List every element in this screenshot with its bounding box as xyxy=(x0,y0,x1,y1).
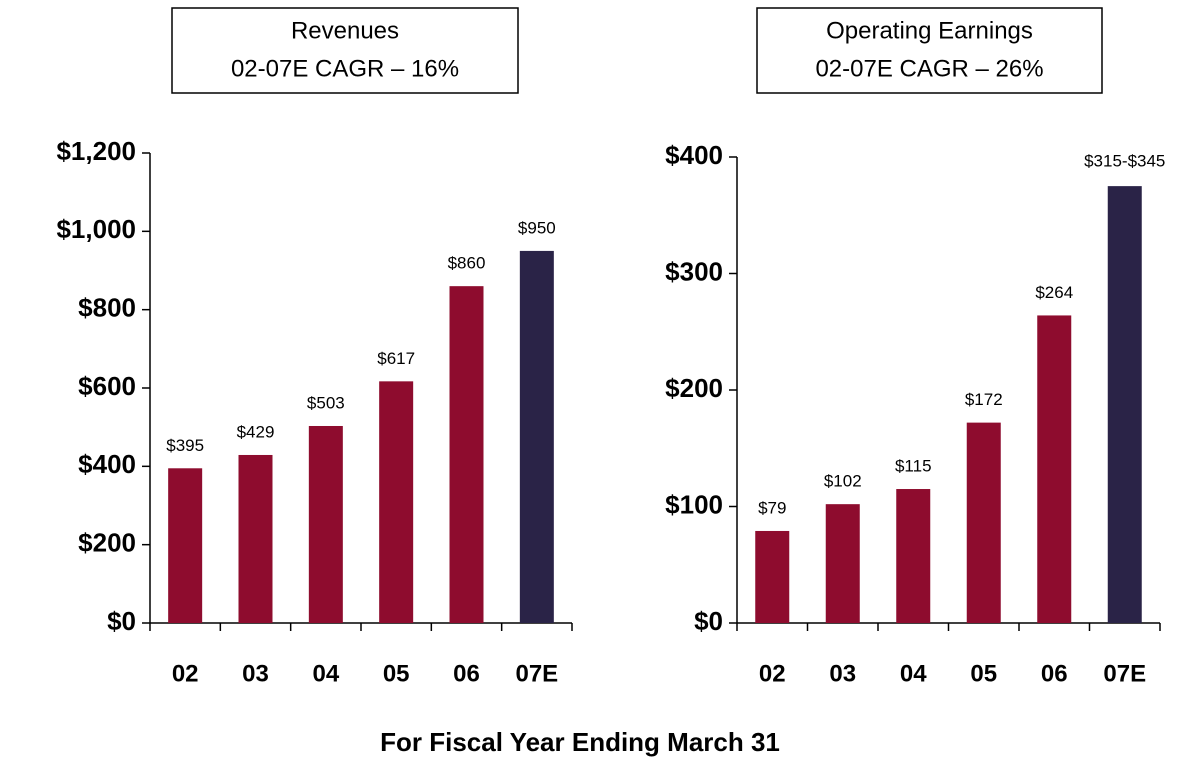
data-label: $264 xyxy=(1035,283,1073,302)
data-label: $617 xyxy=(377,349,415,368)
y-tick-label: $400 xyxy=(78,449,136,479)
bar xyxy=(308,425,343,623)
y-tick-label: $100 xyxy=(665,489,723,519)
title-box xyxy=(756,7,1103,94)
x-tick-label: 03 xyxy=(242,660,269,687)
bar xyxy=(966,422,1001,623)
data-label: $950 xyxy=(518,218,556,237)
y-tick-label: $300 xyxy=(665,256,723,286)
chart-title: Revenues xyxy=(291,17,399,44)
y-tick-label: $600 xyxy=(78,371,136,401)
y-tick-label: $1,200 xyxy=(56,136,136,166)
bar xyxy=(1037,315,1072,623)
x-tick-label: 02 xyxy=(759,660,786,687)
bar xyxy=(896,489,931,623)
chart-title: Operating Earnings xyxy=(826,17,1033,44)
x-tick-label: 04 xyxy=(900,660,927,687)
bar xyxy=(449,286,484,623)
x-tick-label: 07E xyxy=(1103,660,1146,687)
data-label: $79 xyxy=(758,498,786,517)
annotation: $315-$345 xyxy=(1084,152,1165,171)
x-tick-label: 05 xyxy=(383,660,410,687)
y-tick-label: $200 xyxy=(665,373,723,403)
x-tick-label: 07E xyxy=(515,660,558,687)
x-axis-title: For Fiscal Year Ending March 31 xyxy=(380,727,780,757)
y-tick-label: $1,000 xyxy=(56,214,136,244)
bar xyxy=(1107,186,1142,623)
y-tick-label: $0 xyxy=(694,606,723,636)
x-tick-label: 05 xyxy=(970,660,997,687)
data-label: $102 xyxy=(824,472,862,491)
x-tick-label: 03 xyxy=(829,660,856,687)
title-box xyxy=(171,7,519,94)
x-tick-label: 04 xyxy=(312,660,339,687)
data-label: $503 xyxy=(307,393,345,412)
chart-subtitle: 02-07E CAGR – 26% xyxy=(815,55,1043,82)
y-tick-label: $0 xyxy=(107,606,136,636)
bar xyxy=(379,381,414,623)
chart-subtitle: 02-07E CAGR – 16% xyxy=(231,55,459,82)
y-tick-label: $400 xyxy=(665,140,723,170)
x-tick-label: 06 xyxy=(453,660,480,687)
data-label: $395 xyxy=(166,436,204,455)
data-label: $172 xyxy=(965,390,1003,409)
data-label: $860 xyxy=(448,254,486,273)
bar xyxy=(168,468,203,623)
bar xyxy=(519,250,554,623)
x-tick-label: 06 xyxy=(1041,660,1068,687)
x-tick-label: 02 xyxy=(172,660,199,687)
y-tick-label: $200 xyxy=(78,528,136,558)
data-label: $429 xyxy=(237,422,275,441)
bar xyxy=(825,504,860,623)
data-label: $115 xyxy=(895,457,932,476)
bar xyxy=(238,454,273,623)
bar xyxy=(755,530,790,623)
y-tick-label: $800 xyxy=(78,293,136,323)
